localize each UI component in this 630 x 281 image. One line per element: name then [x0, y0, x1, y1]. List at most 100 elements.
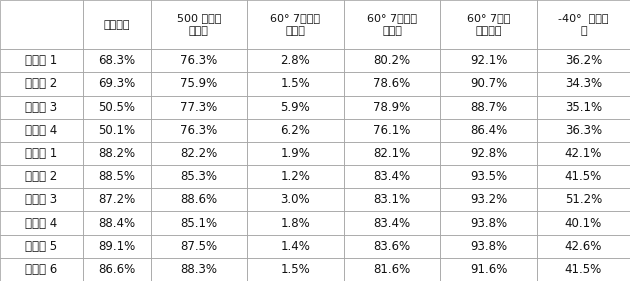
Bar — [247, 258, 344, 281]
Bar — [0, 188, 83, 211]
Text: 500 周容量
保持率: 500 周容量 保持率 — [176, 13, 221, 36]
Bar — [247, 49, 344, 72]
Text: 69.3%: 69.3% — [98, 78, 135, 90]
Text: 82.2%: 82.2% — [180, 147, 217, 160]
Text: 76.3%: 76.3% — [180, 54, 217, 67]
Bar — [537, 142, 630, 165]
Text: 83.4%: 83.4% — [374, 217, 411, 230]
Text: 首次效率: 首次效率 — [103, 20, 130, 30]
Bar — [151, 72, 247, 96]
Bar — [440, 165, 537, 188]
Bar — [151, 258, 247, 281]
Bar — [537, 49, 630, 72]
Text: 1.9%: 1.9% — [280, 147, 311, 160]
Text: 75.9%: 75.9% — [180, 78, 217, 90]
Bar — [0, 0, 83, 49]
Bar — [344, 211, 440, 235]
Text: 77.3%: 77.3% — [180, 101, 217, 114]
Text: 83.6%: 83.6% — [374, 240, 411, 253]
Text: 76.1%: 76.1% — [374, 124, 411, 137]
Bar — [247, 235, 344, 258]
Bar — [247, 96, 344, 119]
Bar — [0, 211, 83, 235]
Bar — [440, 49, 537, 72]
Bar — [0, 165, 83, 188]
Text: 34.3%: 34.3% — [565, 78, 602, 90]
Text: 实施例 6: 实施例 6 — [25, 263, 57, 276]
Text: 88.6%: 88.6% — [180, 193, 217, 206]
Bar — [0, 49, 83, 72]
Bar — [151, 188, 247, 211]
Text: 实施例 3: 实施例 3 — [25, 193, 57, 206]
Text: 83.1%: 83.1% — [374, 193, 411, 206]
Bar — [440, 188, 537, 211]
Bar — [83, 72, 151, 96]
Text: 88.4%: 88.4% — [98, 217, 135, 230]
Bar — [247, 119, 344, 142]
Text: 对比例 1: 对比例 1 — [25, 54, 57, 67]
Text: 41.5%: 41.5% — [565, 263, 602, 276]
Text: 42.1%: 42.1% — [564, 147, 602, 160]
Text: 对比例 2: 对比例 2 — [25, 78, 57, 90]
Text: 80.2%: 80.2% — [374, 54, 411, 67]
Bar — [537, 188, 630, 211]
Bar — [247, 211, 344, 235]
Bar — [344, 142, 440, 165]
Text: 78.9%: 78.9% — [374, 101, 411, 114]
Text: 83.4%: 83.4% — [374, 170, 411, 183]
Text: 6.2%: 6.2% — [280, 124, 311, 137]
Text: 88.2%: 88.2% — [98, 147, 135, 160]
Bar — [537, 0, 630, 49]
Bar — [440, 119, 537, 142]
Text: 88.7%: 88.7% — [470, 101, 507, 114]
Bar — [247, 142, 344, 165]
Text: 1.2%: 1.2% — [280, 170, 311, 183]
Text: 41.5%: 41.5% — [565, 170, 602, 183]
Bar — [537, 72, 630, 96]
Bar — [151, 96, 247, 119]
Text: 5.9%: 5.9% — [280, 101, 311, 114]
Bar — [537, 96, 630, 119]
Text: 36.3%: 36.3% — [565, 124, 602, 137]
Text: 36.2%: 36.2% — [565, 54, 602, 67]
Text: 92.1%: 92.1% — [470, 54, 507, 67]
Text: 35.1%: 35.1% — [565, 101, 602, 114]
Bar — [537, 235, 630, 258]
Text: 93.2%: 93.2% — [470, 193, 507, 206]
Bar — [344, 188, 440, 211]
Text: 86.4%: 86.4% — [470, 124, 507, 137]
Text: 86.6%: 86.6% — [98, 263, 135, 276]
Text: 42.6%: 42.6% — [564, 240, 602, 253]
Bar — [151, 211, 247, 235]
Bar — [0, 258, 83, 281]
Bar — [344, 235, 440, 258]
Text: 91.6%: 91.6% — [470, 263, 507, 276]
Text: 对比例 3: 对比例 3 — [25, 101, 57, 114]
Bar — [83, 235, 151, 258]
Bar — [151, 165, 247, 188]
Bar — [537, 258, 630, 281]
Bar — [247, 165, 344, 188]
Bar — [344, 119, 440, 142]
Bar — [440, 96, 537, 119]
Text: 50.1%: 50.1% — [98, 124, 135, 137]
Bar — [151, 142, 247, 165]
Bar — [83, 211, 151, 235]
Text: 92.8%: 92.8% — [470, 147, 507, 160]
Text: 实施例 2: 实施例 2 — [25, 170, 57, 183]
Bar — [83, 258, 151, 281]
Text: 1.5%: 1.5% — [280, 263, 311, 276]
Bar — [151, 235, 247, 258]
Bar — [344, 165, 440, 188]
Bar — [537, 119, 630, 142]
Text: 60° 7天厚度
膨胀率: 60° 7天厚度 膨胀率 — [270, 13, 321, 36]
Bar — [440, 211, 537, 235]
Bar — [247, 72, 344, 96]
Bar — [83, 49, 151, 72]
Text: 60° 7天容
量恢复率: 60° 7天容 量恢复率 — [467, 13, 510, 36]
Bar — [151, 119, 247, 142]
Text: 88.3%: 88.3% — [180, 263, 217, 276]
Text: 3.0%: 3.0% — [280, 193, 310, 206]
Text: 实施例 1: 实施例 1 — [25, 147, 57, 160]
Bar — [344, 96, 440, 119]
